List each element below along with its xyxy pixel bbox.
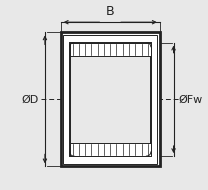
Bar [70,143,151,156]
Bar [70,43,151,56]
Text: ØD: ØD [22,94,39,104]
Text: ØFw: ØFw [178,94,203,104]
Bar [61,32,160,166]
Bar [70,43,151,156]
Bar [63,35,157,164]
Text: B: B [106,5,115,17]
